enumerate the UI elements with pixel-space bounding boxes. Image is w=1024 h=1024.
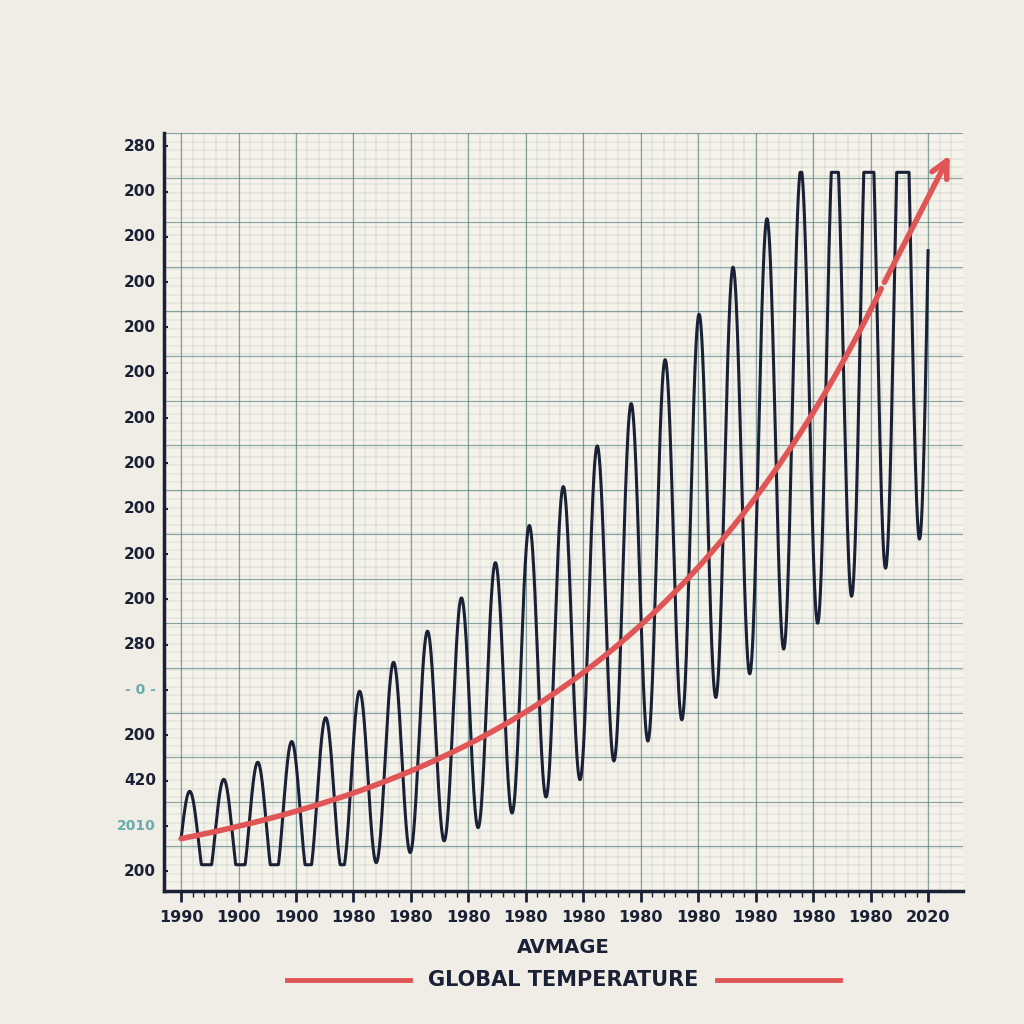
Text: 420: 420	[124, 773, 156, 788]
Text: GLOBAL TEMPERATURE: GLOBAL TEMPERATURE	[428, 970, 698, 990]
Text: - 0 -: - 0 -	[125, 683, 156, 697]
Text: 200: 200	[124, 864, 156, 879]
Text: 200: 200	[124, 229, 156, 245]
Text: 280: 280	[124, 637, 156, 652]
Text: 200: 200	[124, 592, 156, 607]
Text: 200: 200	[124, 366, 156, 380]
Text: 200: 200	[124, 728, 156, 742]
Text: 200: 200	[124, 501, 156, 516]
Text: AVMAGE: AVMAGE	[517, 938, 609, 956]
Text: 200: 200	[124, 184, 156, 199]
Text: 200: 200	[124, 456, 156, 471]
Text: 280: 280	[124, 138, 156, 154]
Text: 200: 200	[124, 319, 156, 335]
Text: 2010: 2010	[117, 819, 156, 833]
Text: 200: 200	[124, 411, 156, 426]
Text: 200: 200	[124, 547, 156, 561]
Text: 200: 200	[124, 274, 156, 290]
